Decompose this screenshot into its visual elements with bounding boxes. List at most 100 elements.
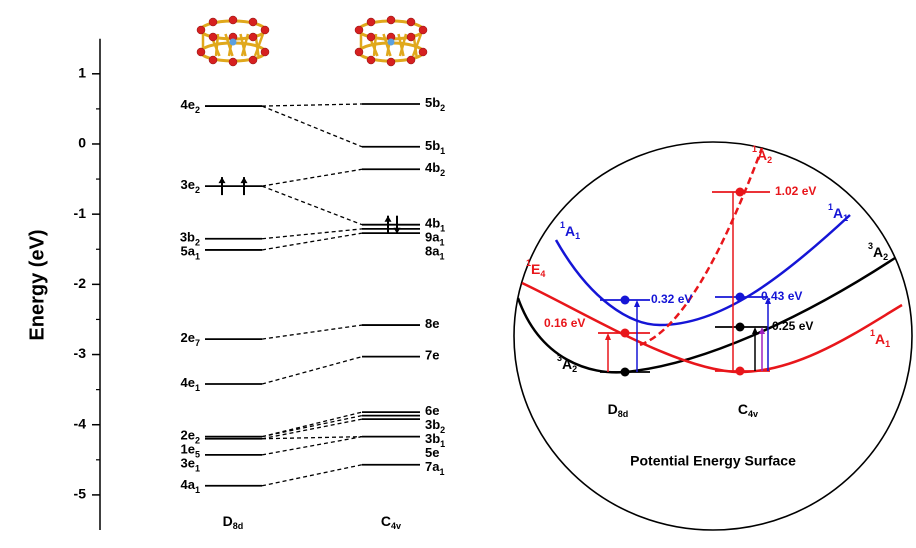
correlation-line	[262, 437, 362, 439]
cluster-atom	[419, 26, 427, 34]
level-label-part: 2e	[181, 428, 195, 443]
level-label-part: 7	[195, 338, 200, 348]
level-label-part: 3b	[180, 230, 195, 245]
state-point	[621, 329, 630, 338]
y-tick-label: -3	[74, 345, 87, 361]
level-label: 7e	[425, 348, 439, 363]
level-label-part: 5a	[181, 244, 196, 259]
cluster-atom	[197, 26, 205, 34]
state-label-part: A	[833, 205, 843, 221]
cluster-atom	[261, 26, 269, 34]
gap-label: 0.43 eV	[761, 289, 802, 303]
state-label-part: E	[531, 261, 540, 277]
excitation-arrow-head	[605, 333, 611, 340]
level-label: 4a1	[181, 477, 200, 495]
state-label-part: 1	[885, 339, 890, 349]
state-label-part: 4	[540, 269, 545, 279]
state-point	[621, 296, 630, 305]
geometry-label-part: D	[608, 401, 618, 417]
geometry-label-part: 4v	[748, 409, 758, 419]
state-label-part: 1	[575, 231, 580, 241]
y-tick-label: -5	[74, 486, 87, 502]
cluster-atom	[407, 33, 415, 41]
level-label: 4b2	[425, 161, 445, 179]
y-axis-label: Energy (eV)	[26, 229, 48, 340]
level-label-part: 1	[439, 467, 444, 477]
pes-curve	[640, 148, 762, 345]
correlation-line	[262, 169, 362, 186]
correlation-line	[262, 229, 362, 239]
excitation-arrow-head	[752, 327, 758, 334]
state-label: 1A1	[560, 220, 580, 241]
electron-arrow-head	[241, 177, 248, 183]
column-label-part: D	[223, 513, 233, 529]
geometry-label: C4v	[738, 401, 758, 420]
geometry-label-part: 8d	[618, 409, 629, 419]
level-label-part: 2	[195, 238, 200, 248]
cluster-atom	[407, 18, 415, 26]
level-label: 5e	[425, 446, 439, 461]
level-label-part: 4e	[181, 375, 195, 390]
level-label-part: 3b	[425, 418, 440, 433]
level-label-part: 1e	[181, 442, 195, 457]
level-label: 5b2	[425, 95, 445, 113]
state-label: 1A1	[828, 202, 848, 223]
level-label-part: 2	[440, 103, 445, 113]
correlation-line	[262, 419, 362, 439]
column-label-part: 8d	[233, 521, 244, 531]
cluster-atom	[387, 16, 395, 24]
level-label-part: 4b	[425, 161, 440, 176]
level-label-part: 2	[440, 169, 445, 179]
state-point	[736, 323, 745, 332]
y-tick-label: -2	[74, 275, 87, 291]
level-label-part: 1	[439, 252, 444, 262]
level-label: 4e2	[181, 98, 200, 116]
level-label-part: 9a	[425, 230, 440, 245]
level-label-part: 1	[440, 146, 445, 156]
correlation-line	[262, 106, 362, 147]
level-label-part: 3b	[425, 432, 440, 447]
cluster-atom	[209, 33, 217, 41]
state-label: 1A2	[752, 144, 772, 165]
cluster-atom	[197, 48, 205, 56]
y-tick-label: -1	[74, 205, 87, 221]
level-label: 5b1	[425, 138, 445, 156]
state-label-part: A	[562, 356, 572, 372]
figure: Energy (eV) Potential Energy Surface -5-…	[0, 0, 916, 548]
correlation-line	[262, 186, 362, 225]
state-label-part: A	[757, 147, 767, 163]
state-label: 1E4	[526, 258, 545, 279]
state-label: 3A2	[557, 353, 577, 374]
gap-label: 1.02 eV	[775, 184, 816, 198]
state-label-part: A	[873, 244, 883, 260]
cluster-icon	[197, 16, 269, 66]
cluster-atom	[249, 56, 257, 64]
cluster-atom	[367, 56, 375, 64]
y-tick-label: 1	[78, 64, 86, 80]
correlation-line	[262, 325, 362, 339]
geometry-label: D8d	[608, 401, 629, 420]
state-label: 1A1	[870, 328, 890, 349]
state-label-part: 2	[572, 364, 577, 374]
level-label-part: 7a	[425, 460, 440, 475]
level-label-part: 5	[195, 450, 200, 460]
state-label-part: 1	[843, 213, 848, 223]
state-label-part: 2	[883, 252, 888, 262]
gap-label: 0.32 eV	[651, 292, 692, 306]
level-label-part: 5e	[425, 446, 439, 461]
level-label: 2e7	[181, 331, 200, 349]
geometry-label-part: C	[738, 401, 748, 417]
level-label-part: 2	[195, 105, 200, 115]
level-label-part: 1	[195, 485, 200, 495]
gap-label: 0.25 eV	[772, 319, 813, 333]
gap-label: 0.16 eV	[544, 316, 585, 330]
state-point	[736, 188, 745, 197]
level-label-part: 7e	[425, 348, 439, 363]
level-label-part: 8e	[425, 316, 439, 331]
correlation-line	[262, 233, 362, 250]
electron-arrow-head	[219, 177, 226, 183]
column-label: D8d	[223, 513, 244, 532]
level-label-part: 1	[195, 383, 200, 393]
cluster-atom	[367, 33, 375, 41]
level-label-part: 1	[439, 238, 444, 248]
